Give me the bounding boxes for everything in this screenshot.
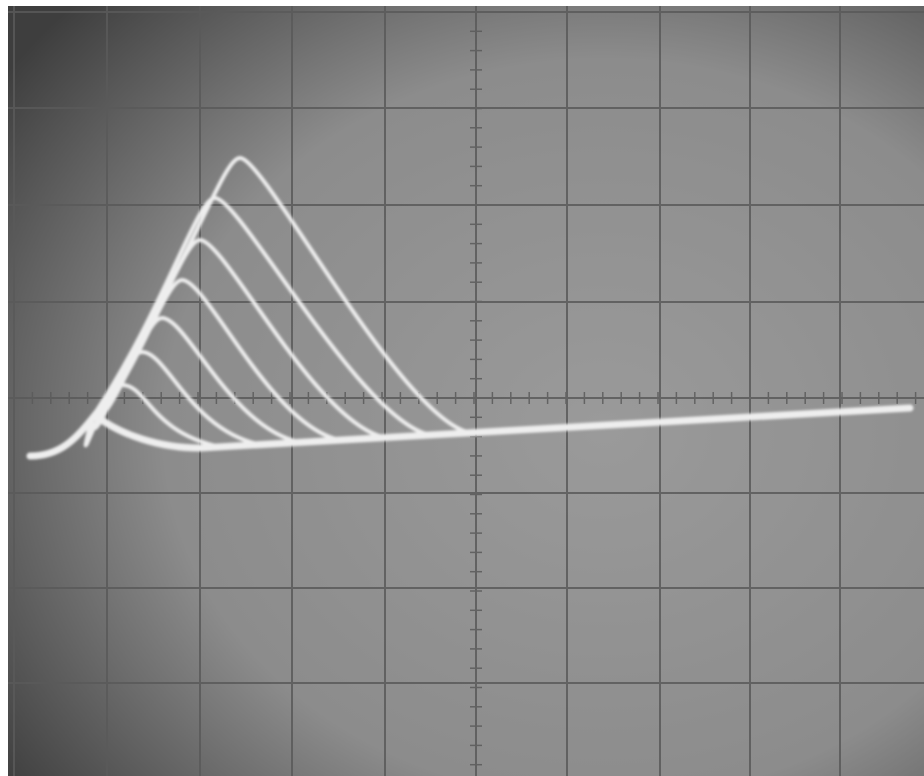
screen bbox=[8, 6, 924, 776]
oscilloscope-photo bbox=[0, 0, 924, 776]
page: (() => { const NS = 'http://www.w3.org/2… bbox=[0, 0, 924, 776]
